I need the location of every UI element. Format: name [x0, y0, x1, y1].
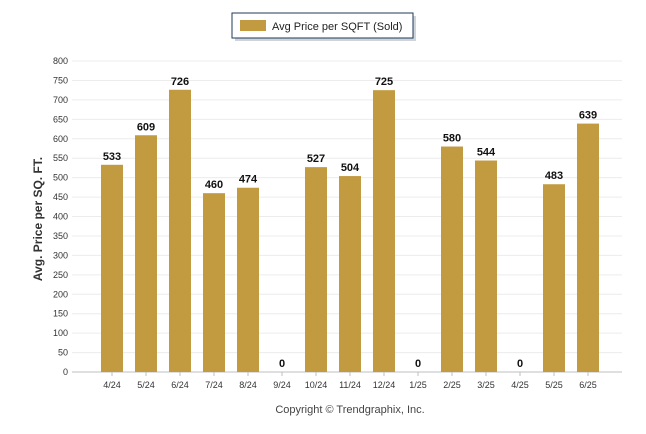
y-tick-label: 750: [53, 75, 68, 85]
y-tick-label: 800: [53, 56, 68, 66]
bar: [135, 135, 157, 372]
data-labels: 533 609 726 460 474 0 527 504 725 0 580 544 0 483 639: [103, 76, 597, 370]
y-tick-label: 450: [53, 192, 68, 202]
y-tick-label: 250: [53, 270, 68, 280]
data-label: 639: [579, 110, 597, 122]
bar: [305, 167, 327, 372]
y-tick-label: 200: [53, 289, 68, 299]
x-tick-label: 7/24: [205, 380, 223, 390]
x-tick-label: 2/25: [443, 380, 461, 390]
x-axis-ticks: 4/24 5/24 6/24 7/24 8/24 9/24 10/24 11/24 12/24 1…: [103, 372, 597, 390]
x-tick-label: 11/24: [339, 380, 361, 390]
bar: [577, 123, 599, 373]
x-tick-label: 5/24: [137, 380, 155, 390]
bar: [441, 146, 463, 372]
bar: [339, 176, 361, 372]
y-tick-label: 700: [53, 95, 68, 105]
y-tick-label: 0: [63, 367, 68, 377]
data-label: 0: [279, 358, 285, 370]
bar: [101, 164, 123, 372]
y-tick-label: 350: [53, 231, 68, 241]
data-label: 544: [477, 147, 496, 159]
x-tick-label: 9/24: [273, 380, 291, 390]
copyright-credit: Copyright © Trendgraphix, Inc.: [275, 404, 424, 416]
y-tick-label: 500: [53, 173, 68, 183]
data-label: 725: [375, 76, 393, 88]
data-label: 580: [443, 133, 461, 145]
data-label: 726: [171, 76, 189, 88]
bar: [543, 184, 565, 372]
legend-swatch: [240, 20, 266, 31]
data-label: 460: [205, 179, 223, 191]
x-tick-label: 4/25: [511, 380, 529, 390]
x-tick-label: 6/25: [579, 380, 597, 390]
y-tick-label: 650: [53, 114, 68, 124]
y-tick-label: 50: [58, 348, 68, 358]
bar: [203, 193, 225, 372]
legend: Avg Price per SQFT (Sold): [231, 12, 416, 41]
x-tick-label: 10/24: [305, 380, 328, 390]
bar: [237, 187, 259, 372]
x-tick-label: 8/24: [239, 380, 257, 390]
y-axis-title: Avg. Price per SQ. FT.: [31, 157, 45, 281]
y-tick-label: 100: [53, 328, 68, 338]
bars: [101, 89, 599, 373]
data-label: 0: [517, 358, 523, 370]
y-axis-ticks: 0 50 100 150 200 250 300 350 400 450 500 550 600 650 7…: [53, 56, 68, 377]
y-tick-label: 150: [53, 309, 68, 319]
data-label: 504: [341, 162, 360, 174]
data-label: 533: [103, 151, 121, 163]
x-tick-label: 5/25: [545, 380, 563, 390]
y-tick-label: 300: [53, 250, 68, 260]
x-tick-label: 4/24: [103, 380, 121, 390]
data-label: 609: [137, 121, 155, 133]
data-label: 0: [415, 358, 421, 370]
y-tick-label: 600: [53, 134, 68, 144]
y-tick-label: 400: [53, 212, 68, 222]
x-tick-label: 1/25: [409, 380, 427, 390]
data-label: 527: [307, 153, 325, 165]
x-tick-label: 6/24: [171, 380, 189, 390]
legend-label: Avg Price per SQFT (Sold): [272, 21, 402, 33]
y-tick-label: 550: [53, 153, 68, 163]
data-label: 483: [545, 170, 563, 182]
x-tick-label: 3/25: [477, 380, 495, 390]
x-tick-label: 12/24: [373, 380, 396, 390]
data-label: 474: [239, 174, 258, 186]
bar: [373, 90, 395, 372]
bar: [169, 89, 191, 372]
bar: [475, 160, 497, 372]
